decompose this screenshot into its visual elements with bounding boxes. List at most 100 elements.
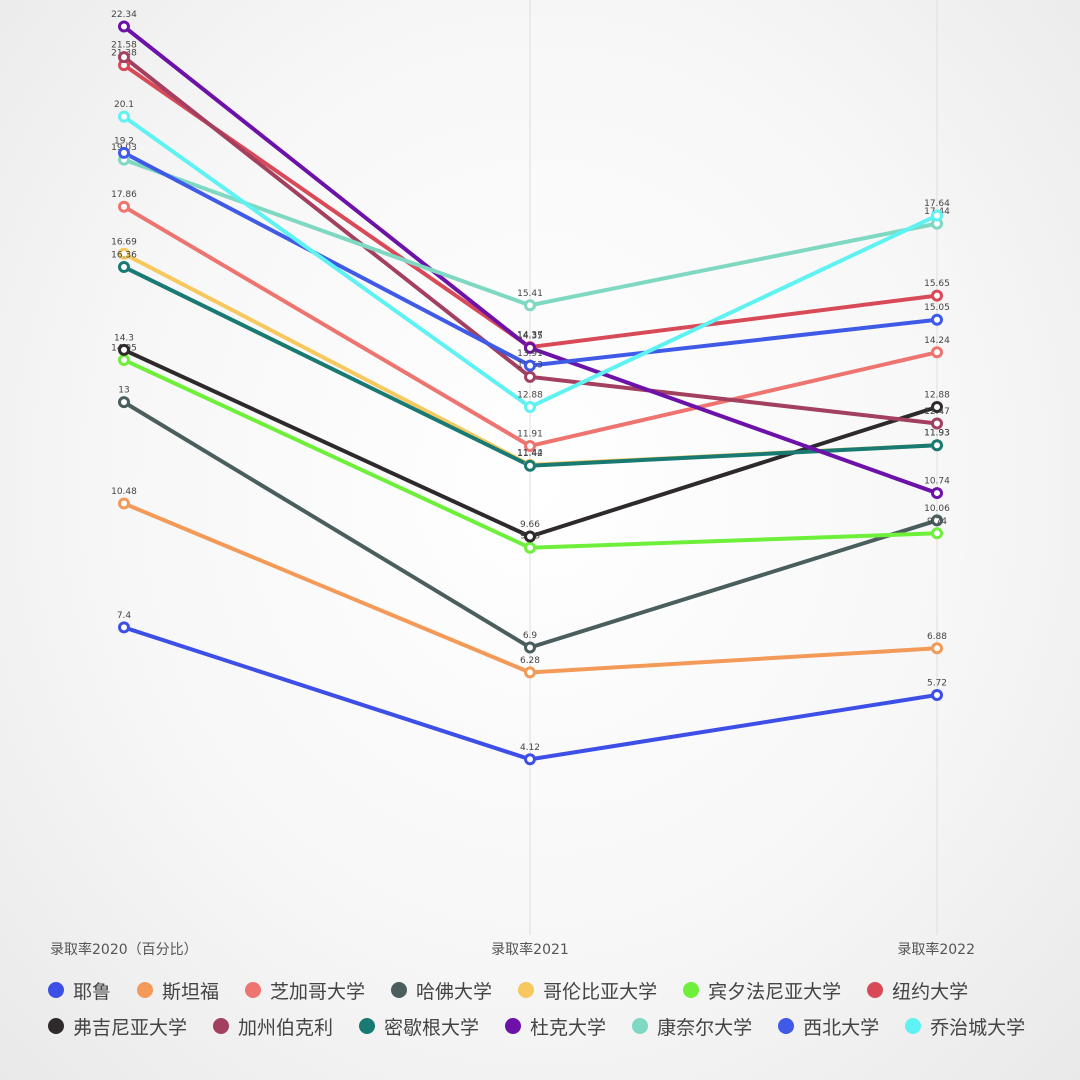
legend-item[interactable]: 斯坦福 bbox=[137, 976, 219, 1004]
data-label: 12.88 bbox=[924, 391, 950, 401]
data-point bbox=[524, 359, 536, 372]
data-point bbox=[524, 341, 536, 354]
data-label: 11.93 bbox=[924, 429, 950, 439]
legend-item[interactable]: 弗吉尼亚大学 bbox=[48, 1012, 187, 1040]
data-label: 15.05 bbox=[924, 303, 950, 313]
data-label: 16.69 bbox=[111, 237, 137, 247]
data-label: 14.24 bbox=[924, 336, 950, 346]
data-point bbox=[118, 396, 130, 409]
legend-label: 密歇根大学 bbox=[384, 1016, 480, 1039]
data-point bbox=[524, 370, 536, 383]
legend-marker bbox=[137, 982, 154, 998]
legend-marker bbox=[867, 982, 884, 998]
legend-marker bbox=[632, 1018, 649, 1034]
legend-label: 纽约大学 bbox=[892, 980, 969, 1003]
data-label: 20.1 bbox=[114, 100, 134, 110]
data-point bbox=[118, 261, 130, 274]
data-label: 15.41 bbox=[517, 289, 543, 299]
legend-item[interactable]: 耶鲁 bbox=[48, 976, 111, 1004]
legend-label: 加州伯克利 bbox=[238, 1016, 334, 1039]
data-point bbox=[931, 346, 943, 359]
data-label: 9.66 bbox=[520, 520, 540, 530]
data-label: 19.2 bbox=[114, 136, 134, 146]
data-label: 15.65 bbox=[924, 279, 950, 289]
legend-item[interactable]: 西北大学 bbox=[778, 1012, 879, 1040]
data-point bbox=[524, 401, 536, 413]
data-label: 16.36 bbox=[111, 251, 137, 261]
data-label: 12.88 bbox=[517, 391, 543, 401]
legend-marker bbox=[245, 982, 262, 998]
legend: 耶鲁 斯坦福 芝加哥大学 哈佛大学 哥伦比亚大学 宾夕法尼亚大学 纽约大学弗吉尼亚大学 加州伯… bbox=[48, 976, 1058, 1040]
data-label: 11.44 bbox=[517, 448, 543, 458]
data-point bbox=[524, 541, 536, 554]
data-label: 14.37 bbox=[517, 331, 543, 341]
data-point bbox=[931, 209, 943, 222]
legend-marker bbox=[905, 1018, 922, 1034]
legend-marker bbox=[505, 1018, 522, 1034]
legend-label: 西北大学 bbox=[803, 1016, 880, 1039]
legend-label: 康奈尔大学 bbox=[657, 1016, 753, 1039]
data-label: 10.74 bbox=[924, 477, 950, 487]
data-point bbox=[118, 51, 130, 64]
data-point bbox=[118, 343, 130, 356]
data-label: 5.72 bbox=[927, 678, 947, 688]
data-point bbox=[524, 530, 536, 543]
data-point bbox=[524, 459, 536, 472]
data-label: 10.06 bbox=[924, 504, 950, 514]
data-label: 11.91 bbox=[517, 430, 543, 440]
data-point bbox=[931, 514, 943, 527]
data-label: 7.4 bbox=[117, 611, 132, 621]
legend-marker bbox=[359, 1018, 376, 1034]
legend-label: 芝加哥大学 bbox=[270, 980, 366, 1003]
legend-label: 哈佛大学 bbox=[416, 980, 493, 1003]
data-label: 6.28 bbox=[520, 656, 540, 666]
data-point bbox=[931, 313, 943, 326]
legend-marker bbox=[48, 982, 64, 998]
data-point bbox=[931, 401, 943, 413]
legend-label: 乔治城大学 bbox=[930, 1016, 1026, 1039]
x-tick-label: 录取率2022 bbox=[897, 941, 975, 958]
data-label: 6.9 bbox=[523, 631, 538, 641]
data-point bbox=[524, 440, 536, 453]
legend-item[interactable]: 宾夕法尼亚大学 bbox=[683, 976, 841, 1004]
data-point bbox=[118, 247, 130, 260]
legend-label: 哥伦比亚大学 bbox=[543, 980, 658, 1003]
data-label: 13 bbox=[118, 386, 129, 396]
data-point bbox=[118, 200, 130, 213]
data-label: 14.35 bbox=[517, 331, 543, 341]
data-point bbox=[931, 642, 943, 655]
data-label: 11.93 bbox=[924, 429, 950, 439]
legend-item[interactable]: 乔治城大学 bbox=[905, 1012, 1025, 1040]
legend-item[interactable]: 哈佛大学 bbox=[391, 976, 492, 1004]
data-point bbox=[524, 641, 536, 654]
data-point bbox=[931, 688, 943, 701]
data-label: 22.34 bbox=[111, 10, 137, 20]
legend-marker bbox=[391, 982, 408, 998]
legend-item[interactable]: 哥伦比亚大学 bbox=[518, 976, 657, 1004]
data-label: 17.86 bbox=[111, 190, 137, 200]
data-point bbox=[118, 497, 130, 510]
data-point bbox=[118, 146, 130, 159]
data-point bbox=[118, 20, 130, 33]
legend-item[interactable]: 纽约大学 bbox=[867, 976, 968, 1004]
data-point bbox=[118, 621, 130, 634]
data-label: 10.48 bbox=[111, 487, 137, 497]
data-point bbox=[118, 353, 130, 366]
data-point bbox=[931, 527, 943, 540]
legend-item[interactable]: 加州伯克利 bbox=[213, 1012, 333, 1040]
legend-item[interactable]: 密歇根大学 bbox=[359, 1012, 479, 1040]
data-point bbox=[524, 299, 536, 312]
legend-label: 耶鲁 bbox=[73, 980, 112, 1003]
legend-item[interactable]: 杜克大学 bbox=[505, 1012, 606, 1040]
legend-marker bbox=[48, 1018, 64, 1034]
data-point bbox=[524, 666, 536, 679]
data-label: 13.91 bbox=[517, 349, 543, 359]
data-label: 9.74 bbox=[927, 517, 947, 527]
legend-label: 宾夕法尼亚大学 bbox=[708, 980, 842, 1003]
legend-label: 弗吉尼亚大学 bbox=[73, 1016, 188, 1039]
legend-marker bbox=[778, 1018, 795, 1034]
legend-item[interactable]: 芝加哥大学 bbox=[245, 976, 365, 1004]
legend-marker bbox=[213, 1018, 230, 1034]
legend-item[interactable]: 康奈尔大学 bbox=[632, 1012, 752, 1040]
